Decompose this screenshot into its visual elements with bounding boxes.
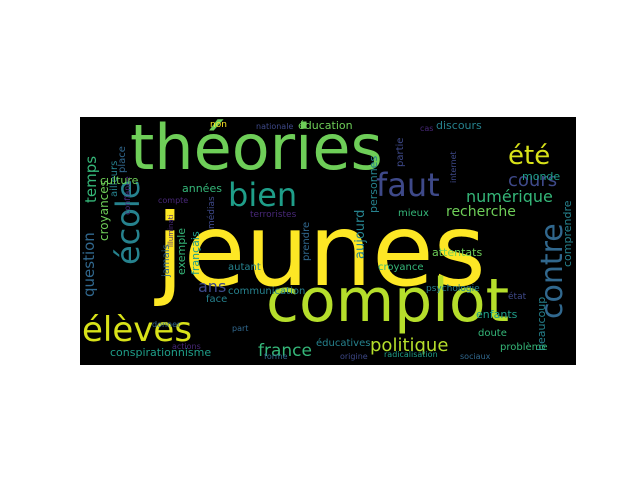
word-enfants: enfants (476, 308, 518, 321)
word-donner: donner (152, 320, 181, 329)
word-education: éducation (298, 119, 353, 132)
word-probleme: problème (500, 342, 548, 353)
word-question: question (80, 232, 98, 297)
word-faut: faut (376, 166, 440, 204)
word-jeunes: jeunes (156, 192, 486, 309)
word-cas: cas (420, 124, 434, 133)
word-croyance: croyance (378, 262, 424, 273)
word-ete: été (508, 141, 551, 171)
word-politique: politique (370, 335, 449, 356)
word-conspirationnisme: conspirationnisme (110, 346, 212, 359)
word-illuminati: illuminati (167, 214, 175, 247)
word-compte: compte (158, 196, 189, 205)
word-sociaux: sociaux (460, 352, 491, 361)
word-doute: doute (478, 328, 507, 339)
word-exemple: exemple (175, 227, 188, 275)
word-france: france (258, 341, 312, 361)
word-terroristes: terroristes (250, 210, 297, 220)
word-actions: actions (172, 342, 201, 351)
word-attentats: attentats (432, 246, 483, 259)
word-bien: bien (228, 176, 298, 214)
word-numerique: numérique (466, 187, 553, 206)
word-complot: complot (266, 266, 510, 336)
word-eleves: élèves (82, 310, 193, 350)
word-discours: discours (436, 119, 482, 132)
word-internet: internet (449, 151, 458, 183)
word-francais: français (189, 231, 202, 275)
word-culture: culture (100, 174, 139, 187)
word-place: place (117, 146, 128, 173)
word-jamais: jamais (161, 244, 172, 277)
word-autant: autant (228, 262, 261, 273)
word-theories: théories (130, 117, 383, 184)
word-cours: cours (508, 170, 558, 191)
word-comprendre: comprendre (561, 200, 574, 267)
word-part: part (232, 324, 249, 333)
word-ans: ans (198, 277, 227, 296)
word-annees: années (182, 182, 222, 195)
word-recherche: recherche (446, 204, 516, 220)
word-aujourd: aujourd (353, 209, 368, 259)
word-cloud: jeunes théories complot école élèves con… (80, 117, 576, 365)
word-nationale: nationale (256, 122, 294, 131)
word-communication: communication (228, 286, 306, 297)
word-forme: forme (264, 352, 288, 361)
word-origine: origine (340, 352, 368, 361)
word-etat: état (508, 292, 527, 302)
word-mieux: mieux (398, 208, 429, 219)
word-educatives: éducatives (316, 338, 371, 349)
word-monde: monde (522, 170, 561, 183)
word-personnes: personnes (367, 155, 380, 213)
word-face: face (206, 294, 228, 305)
word-medias: médias (207, 196, 217, 229)
word-non: non (210, 120, 227, 130)
word-prendre: prendre (301, 221, 312, 261)
word-psychologie: psychologie (426, 284, 480, 294)
word-partie: partie (395, 137, 406, 167)
word-radicalisation: radicalisation (384, 350, 438, 359)
